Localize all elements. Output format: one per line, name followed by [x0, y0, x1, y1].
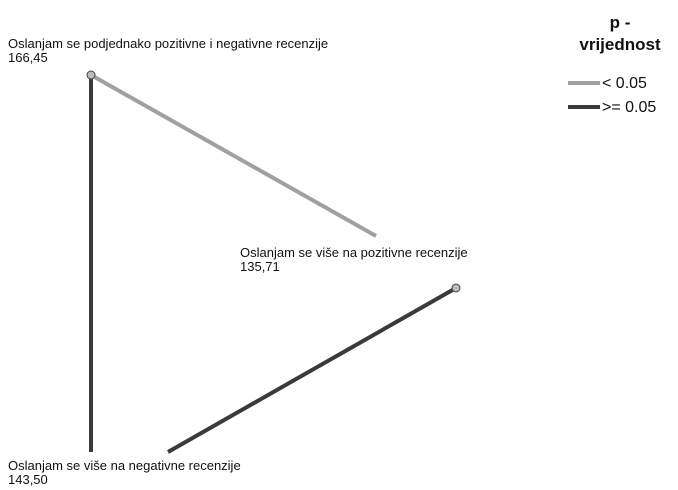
- legend-title: p -: [610, 13, 631, 32]
- node-value: 135,71: [240, 259, 280, 274]
- node-value: 166,45: [8, 50, 48, 65]
- node-label: Oslanjam se podjednako pozitivne i negat…: [8, 36, 328, 51]
- legend-title: vrijednost: [579, 35, 661, 54]
- legend-label: >= 0.05: [602, 99, 656, 116]
- node: [86, 70, 96, 80]
- node-value: 143,50: [8, 472, 48, 487]
- edge: [167, 286, 457, 454]
- legend-label: < 0.05: [602, 75, 647, 92]
- node-label: Oslanjam se više na pozitivne recenzije: [240, 245, 468, 260]
- edge: [90, 73, 377, 238]
- node: [451, 283, 461, 293]
- node-label: Oslanjam se više na negativne recenzije: [8, 458, 241, 473]
